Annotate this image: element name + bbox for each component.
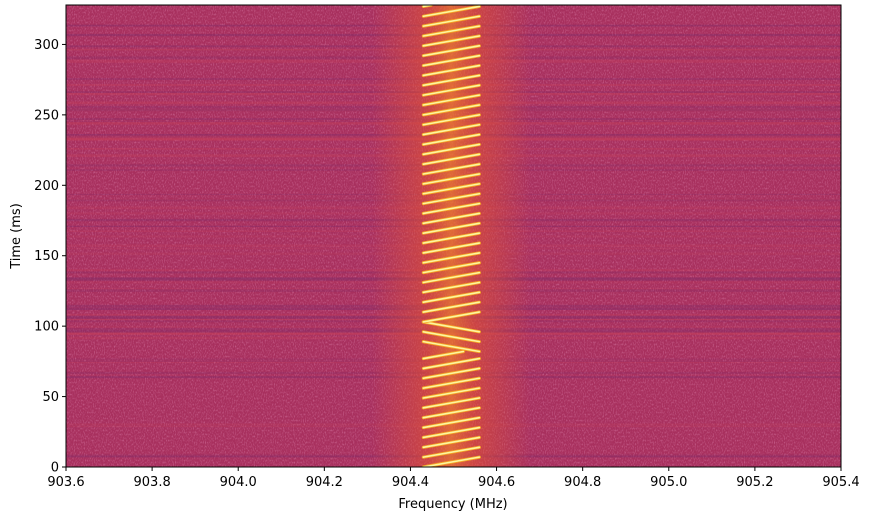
chirp-trace: [422, 281, 481, 294]
chirp-trace: [422, 104, 481, 116]
chirp-trace: [422, 252, 481, 264]
chirp-trace: [422, 15, 481, 27]
chirp-trace: [422, 357, 481, 370]
chirp-trace: [422, 54, 481, 67]
chirp-trace: [422, 5, 481, 18]
chirp-trace: [422, 407, 481, 419]
x-tick-label: 904.0: [220, 475, 257, 490]
chirp-trace: [422, 183, 481, 195]
chirp-trace: [422, 202, 481, 215]
y-tick-label: 200: [34, 179, 59, 194]
x-tick-label: 904.4: [392, 475, 429, 490]
plot-area: [66, 5, 841, 467]
x-tick-label: 904.2: [306, 475, 343, 490]
chirp-trace: [422, 456, 481, 467]
chirp-trace: [422, 35, 481, 47]
plot-frame: [65, 4, 842, 468]
chirp-trace: [422, 192, 481, 205]
chirp-trace: [422, 416, 481, 429]
x-tick-label: 903.6: [47, 475, 84, 490]
chirp-trace: [422, 321, 481, 333]
chirp-trace: [422, 367, 481, 380]
chirp-trace: [422, 242, 481, 254]
chirp-trace: [422, 133, 481, 146]
chirp-trace: [422, 64, 481, 77]
x-tick-label: 904.6: [478, 475, 515, 490]
x-tick-label: 903.8: [134, 475, 171, 490]
chirp-trace: [422, 163, 481, 175]
y-axis-label: Time (ms): [9, 203, 24, 270]
y-tick-label: 100: [34, 320, 59, 335]
chirp-trace: [422, 330, 481, 343]
x-axis-label: Frequency (MHz): [398, 497, 507, 512]
chirp-trace: [422, 397, 481, 409]
chirp-trace: [422, 301, 481, 313]
chirp-trace: [422, 311, 481, 323]
chirp-trace: [422, 426, 481, 439]
chirp-trace: [422, 340, 481, 353]
chirp-trace: [422, 212, 481, 225]
signal-band-glow: [371, 5, 531, 467]
chirp-trace: [422, 291, 481, 304]
chirp-trace: [422, 173, 481, 185]
chirp-trace: [422, 446, 481, 458]
x-axis: 903.6 903.8 904.0 904.2 904.4 904.6 904.8 905.0…: [47, 467, 860, 490]
y-tick-label: 50: [42, 390, 59, 405]
chirp-trace: [422, 350, 465, 360]
x-tick-label: 905.2: [736, 475, 773, 490]
chirp-traces: [421, 5, 481, 467]
chirp-trace: [422, 377, 481, 389]
chirp-trace: [422, 45, 481, 57]
chirp-trace: [422, 94, 481, 106]
chirp-trace: [422, 25, 481, 37]
chirp-trace: [422, 84, 481, 96]
y-axis: 0 50 100 150 200 250 300: [34, 38, 66, 476]
chirp-trace: [422, 271, 481, 284]
chirp-trace: [422, 74, 481, 87]
x-tick-label: 905.4: [822, 475, 859, 490]
chirp-trace: [422, 114, 481, 126]
chirp-trace: [422, 261, 481, 274]
chirp-trace: [422, 143, 481, 156]
y-tick-label: 0: [51, 461, 59, 476]
x-tick-label: 904.8: [564, 475, 601, 490]
x-tick-label: 905.0: [650, 475, 687, 490]
chirp-trace: [422, 153, 481, 165]
chirp-trace: [422, 387, 481, 399]
chirp-trace: [422, 123, 481, 136]
chirp-trace: [422, 232, 481, 244]
y-tick-label: 150: [34, 249, 59, 264]
chirp-trace: [422, 222, 481, 234]
chirp-trace: [422, 436, 481, 449]
y-tick-label: 300: [34, 38, 59, 53]
y-tick-label: 250: [34, 108, 59, 123]
